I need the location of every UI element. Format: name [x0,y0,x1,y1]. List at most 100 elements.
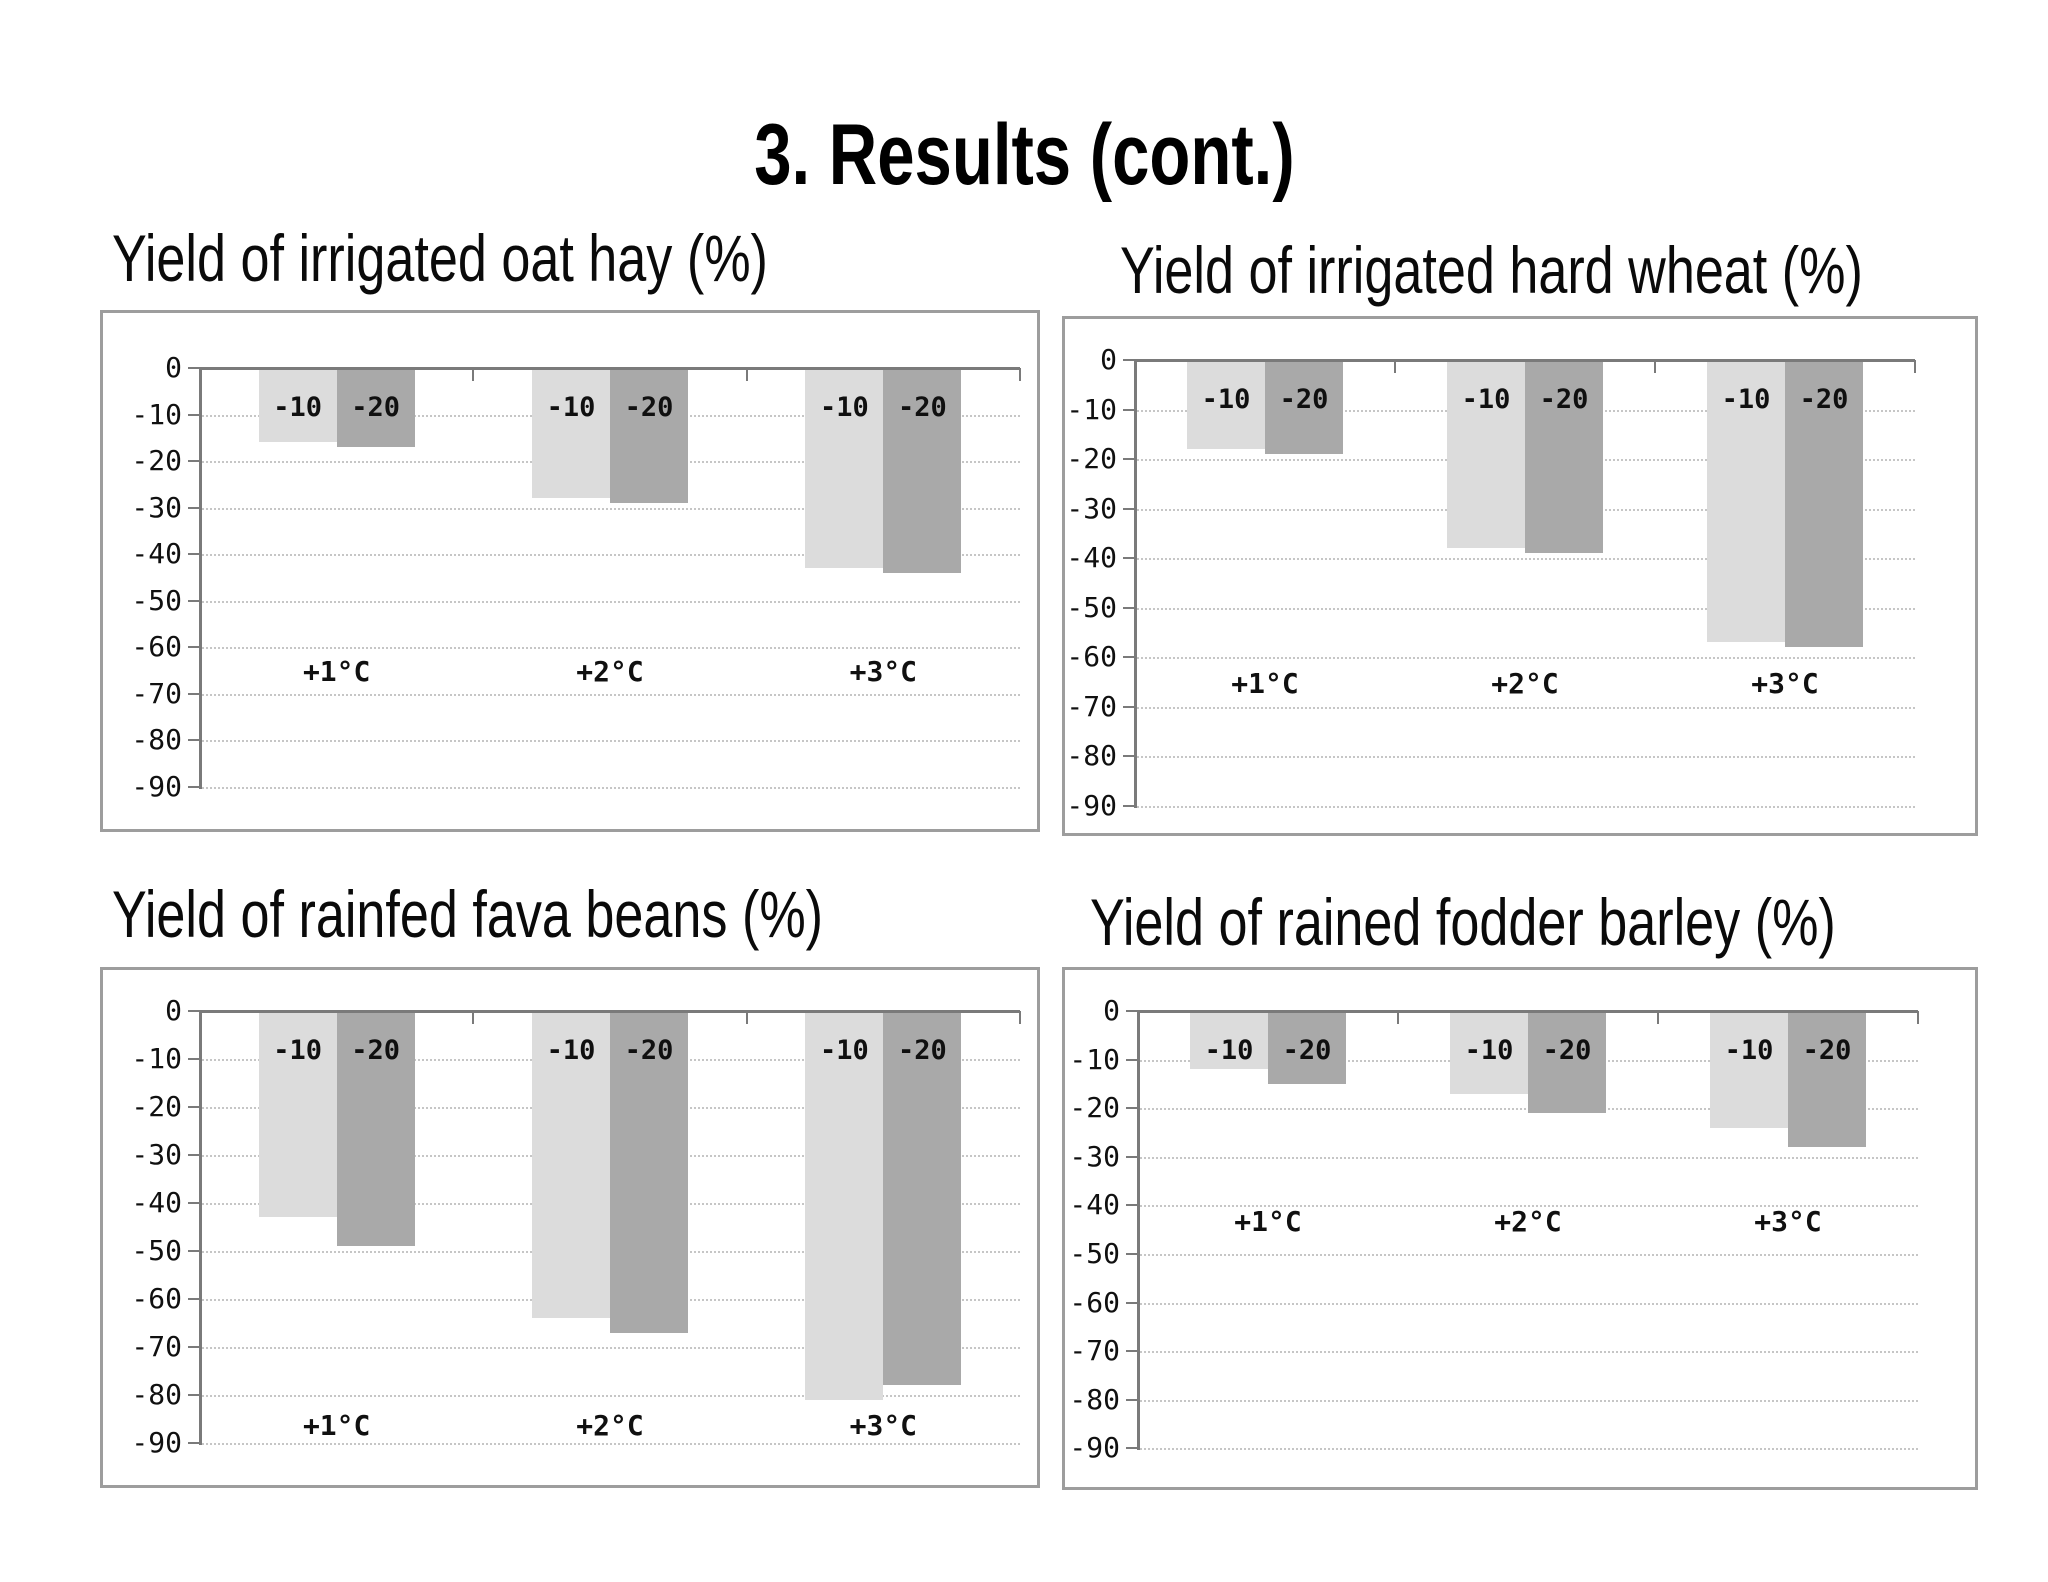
bar-label: -10 [546,392,596,423]
bar-label: -20 [1802,1035,1852,1066]
gridline [202,1347,1020,1349]
gridline [1140,1205,1918,1208]
y-axis-line [1134,360,1137,808]
x-axis-tick [1019,368,1021,381]
y-tick-label: -70 [131,676,182,710]
y-tick-label: 0 [1100,343,1117,376]
bar--20-+2°C [1528,1013,1606,1114]
y-tick-label: -30 [131,490,182,524]
category-label: +1°C [302,1408,371,1442]
bar-label: -20 [897,1035,947,1066]
x-axis-tick [745,368,748,381]
y-tick-label: -60 [131,1282,182,1315]
bar-label: -20 [897,392,947,423]
y-axis-tick [1126,1398,1138,1401]
gridline [202,554,1020,556]
bar--20-+2°C [610,1013,688,1333]
y-axis-tick [1123,606,1135,609]
bar--10-+3°C [805,370,884,568]
y-tick-label: -40 [1069,1188,1120,1222]
bar-label: -10 [1204,1035,1254,1066]
y-axis-tick [1126,1350,1138,1353]
x-axis-tick [1657,1011,1659,1024]
y-axis-tick [188,1106,200,1108]
bar-label: -10 [1721,384,1771,415]
bar-label: -20 [1279,384,1329,415]
y-tick-label: -40 [131,537,182,570]
bar--20-+2°C [1525,362,1603,554]
gridline [202,600,1020,603]
y-axis-tick [188,692,200,695]
category-label: +2°C [576,1408,644,1442]
y-tick-label: -30 [1069,1139,1120,1173]
y-axis-tick [188,553,200,555]
bar-label: -20 [1282,1035,1332,1066]
y-axis-tick [188,1250,200,1252]
category-label: +2°C [1491,666,1559,700]
y-axis-tick [188,785,200,788]
y-axis-tick [1123,408,1135,411]
y-axis-line [199,1011,202,1445]
x-axis-tick [1397,1011,1399,1024]
bar--10-+1°C [258,1013,337,1218]
category-label: +3°C [849,1408,918,1442]
x-axis-tick [472,1011,475,1024]
y-axis-tick [188,1154,200,1156]
zero-axis-line [1135,359,1915,362]
y-tick-label: -20 [1069,1091,1120,1125]
y-axis-tick [1123,507,1135,510]
y-axis-tick [188,1298,200,1300]
bar-label: -10 [1724,1035,1774,1066]
y-tick-label: -50 [1066,590,1117,624]
gridline [202,740,1020,742]
bar-label: -10 [273,1035,323,1066]
bar--10-+2°C [532,370,610,499]
bar-label: -20 [1539,384,1589,415]
y-axis-tick [1126,1010,1138,1012]
y-axis-tick [188,1058,200,1060]
y-axis-tick [1123,557,1135,559]
y-axis-tick [188,367,200,369]
y-tick-label: -10 [1069,1042,1120,1076]
y-tick-label: -90 [1069,1431,1120,1465]
zero-axis-line [200,367,1020,370]
y-axis-tick [188,413,200,416]
bar-label: -20 [624,392,674,423]
x-axis-tick [1654,360,1656,373]
gridline [1140,1448,1918,1451]
gridline [202,507,1020,510]
slide-title: 3. Results (cont.) [753,107,1295,203]
zero-axis-line [1138,1010,1918,1013]
y-axis-tick [1123,458,1135,460]
y-tick-label: -80 [131,723,182,756]
y-tick-label: -20 [1066,442,1117,475]
bar-label: -20 [351,392,401,423]
y-tick-label: -70 [1069,1334,1120,1368]
category-label: +3°C [1754,1204,1822,1238]
y-axis-tick [1126,1107,1138,1110]
bar--10-+3°C [805,1013,884,1400]
gridline [1140,1156,1918,1159]
chart-panel-irrigated-hard-wheat: 0 -10 -20 -30 -40 -50 -60 -70 -80 -90 -10 -20 +1°C -1… [1062,316,1978,836]
y-tick-label: -60 [131,630,182,663]
y-axis-tick [188,506,200,509]
y-tick-label: -90 [1066,788,1117,822]
chart-title-irrigated-oat-hay: Yield of irrigated oat hay (%) [112,221,768,295]
bar-label: -20 [351,1035,401,1066]
bar--20-+3°C [883,1013,962,1386]
bar-label: -10 [1461,384,1511,415]
y-tick-label: -80 [131,1378,182,1411]
bar-label: -10 [819,1035,869,1066]
bar--10-+2°C [1447,362,1525,549]
y-axis-tick [1126,1301,1138,1304]
gridline [202,1395,1020,1397]
y-tick-label: -60 [1069,1285,1120,1319]
y-tick-label: -40 [131,1186,182,1219]
y-axis-tick [188,1010,200,1012]
bar--20-+3°C [883,370,962,573]
y-axis-tick [188,646,200,648]
gridline [1137,756,1915,758]
bar--10-+1°C [1187,362,1265,450]
y-tick-label: -10 [1066,392,1117,426]
